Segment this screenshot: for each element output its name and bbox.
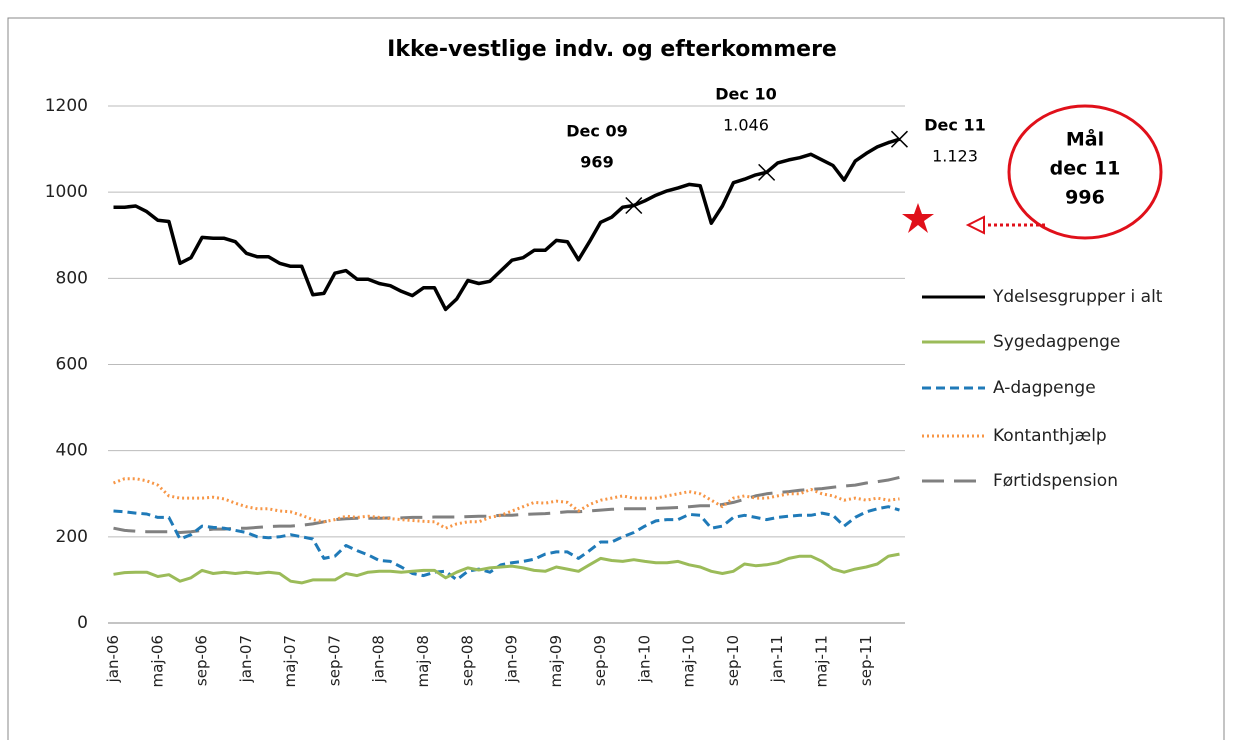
y-tick-label: 800 [56, 268, 88, 288]
annotation: 1.046 [723, 116, 769, 135]
x-tick-label: maj-08 [414, 635, 432, 687]
x-tick-label: sep-07 [325, 635, 343, 686]
point-cross [890, 130, 908, 148]
target-label: dec 11 [1050, 158, 1121, 180]
x-tick-label: sep-08 [458, 635, 476, 686]
series-line [113, 475, 900, 534]
annotation: 969 [580, 153, 613, 172]
x-tick-label: jan-11 [768, 635, 786, 683]
x-tick-label: jan-10 [635, 635, 653, 683]
x-tick-label: sep-06 [193, 635, 211, 686]
x-tick-label: jan-07 [237, 635, 255, 683]
chart-frame [7, 17, 1225, 740]
annotation: 1.123 [932, 147, 978, 166]
y-tick-label: 400 [56, 441, 88, 461]
x-tick-label: sep-11 [857, 635, 875, 686]
y-tick-label: 600 [56, 355, 88, 375]
chart-title: Ikke-vestlige indv. og efterkommere [387, 37, 837, 62]
y-tick-label: 1000 [45, 182, 88, 202]
point-cross [625, 196, 643, 215]
annotation: Dec 10 [715, 85, 776, 104]
x-tick-label: jan-06 [104, 635, 122, 683]
legend-label: Kontanthjælp [993, 426, 1107, 446]
x-tick-label: jan-09 [503, 635, 521, 683]
target-ellipse [1007, 104, 1163, 240]
y-tick-label: 200 [56, 527, 88, 547]
series-line [113, 505, 900, 582]
x-tick-label: maj-09 [547, 635, 565, 687]
target-star [902, 203, 934, 233]
y-tick-label: 1200 [45, 96, 88, 116]
annotation: Dec 11 [924, 116, 985, 135]
x-tick-label: maj-10 [680, 635, 698, 687]
x-tick-label: maj-06 [148, 635, 166, 687]
target-label: Mål [1066, 127, 1104, 151]
series-line [112, 477, 900, 530]
legend-label: Sygedagpenge [993, 332, 1120, 352]
legend-label: A-dagpenge [993, 378, 1096, 398]
target-label: 996 [1065, 187, 1105, 209]
x-tick-label: maj-11 [812, 635, 830, 687]
arrow-head [965, 215, 985, 235]
point-cross [758, 163, 776, 181]
legend-label: Ydelsesgrupper i alt [992, 287, 1163, 307]
annotation: Dec 09 [566, 122, 627, 141]
x-tick-label: maj-07 [281, 635, 299, 687]
x-tick-label: jan-08 [370, 635, 388, 683]
legend-label: Førtidspension [993, 471, 1118, 491]
y-tick-label: 0 [77, 613, 88, 633]
x-tick-label: sep-09 [591, 635, 609, 686]
series-line [113, 552, 900, 585]
x-tick-label: sep-10 [724, 635, 742, 686]
